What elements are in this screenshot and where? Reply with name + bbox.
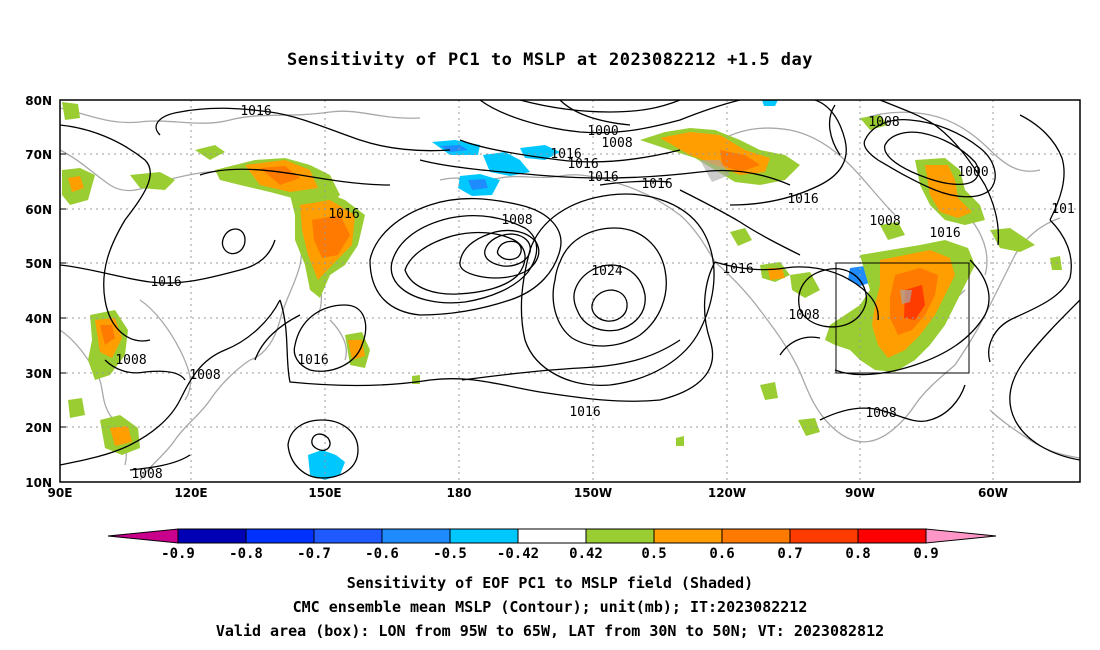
colorbar-segment: [585, 528, 655, 544]
lat-axis: [60, 99, 66, 483]
colorbar-label: 0.5: [641, 546, 666, 562]
colorbar-label: 0.9: [913, 546, 938, 562]
lat-tick-label: 60N: [25, 203, 52, 217]
contour-label: 1008: [868, 115, 899, 130]
caption-line-3: Valid area (box): LON from 95W to 65W, L…: [215, 622, 885, 640]
lat-tick-label: 30N: [25, 367, 52, 381]
colorbar-label: 0.7: [777, 546, 802, 562]
contour-label: 101: [1051, 202, 1074, 217]
contour-label: 1016: [722, 262, 753, 277]
contour-label: 1016: [929, 226, 960, 241]
lat-tick-label: 70N: [25, 148, 52, 162]
lon-tick-label: 150E: [308, 486, 341, 500]
contour-label: 1016: [567, 157, 598, 172]
contour-label: 1016: [240, 104, 271, 119]
colorbar-segment: [653, 528, 723, 544]
contour-label: 1016: [550, 147, 581, 162]
colorbar-right-arrow: [925, 528, 997, 544]
colorbar: [107, 528, 997, 544]
contour-label: 1008: [865, 406, 896, 421]
colorbar-labels: -0.9 -0.8 -0.7 -0.6 -0.5 -0.42 0.42 0.5 0.6 0.7 0.…: [161, 546, 939, 562]
lon-tick-label: 120W: [708, 486, 746, 500]
colorbar-label: -0.6: [365, 546, 399, 562]
contour-label: 1008: [601, 136, 632, 151]
contour-label: 1008: [131, 467, 162, 482]
colorbar-segment: [381, 528, 451, 544]
lon-tick-label: 150W: [574, 486, 612, 500]
lon-tick-label: 90W: [845, 486, 875, 500]
colorbar-segment: [517, 528, 587, 544]
colorbar-label: -0.5: [433, 546, 467, 562]
colorbar-label: 0.8: [845, 546, 870, 562]
contour-label: 1016: [587, 170, 618, 185]
lon-tick-label: 180: [446, 486, 471, 500]
colorbar-label: -0.9: [161, 546, 195, 562]
lat-tick-label: 50N: [25, 257, 52, 271]
contour-label: 1024: [591, 264, 622, 279]
colorbar-segment: [313, 528, 383, 544]
contour-label: 1008: [788, 308, 819, 323]
contour-label: 1000: [957, 165, 988, 180]
lon-tick-label: 60W: [978, 486, 1008, 500]
sensitivity-shading: [62, 100, 1062, 480]
contour-labels: 1016 1000 1008 1016 1016 1016 1016 1008 …: [115, 104, 1074, 482]
lon-tick-label: 120E: [174, 486, 207, 500]
contour-label: 1016: [328, 207, 359, 222]
contour-label: 1016: [150, 275, 181, 290]
mslp-contours: [60, 100, 1080, 479]
lat-tick-label: 80N: [25, 94, 52, 108]
contour-label: 1016: [787, 192, 818, 207]
contour-label: 1000: [587, 124, 618, 139]
lon-tick-labels: 90E 120E 150E 180 150W 120W 90W 60W: [48, 486, 1008, 500]
colorbar-segment: [245, 528, 315, 544]
colorbar-label: -0.8: [229, 546, 263, 562]
contour-label: 1016: [641, 177, 672, 192]
contour-label: 1008: [501, 213, 532, 228]
colorbar-segment: [789, 528, 859, 544]
colorbar-segment: [449, 528, 519, 544]
graticule: [60, 100, 1080, 482]
contour-label: 1008: [115, 353, 146, 368]
lon-tick-label: 90E: [48, 486, 73, 500]
valid-area-box: [835, 262, 970, 374]
colorbar-segment: [857, 528, 927, 544]
colorbar-label: 0.6: [709, 546, 734, 562]
map-title: Sensitivity of PC1 to MSLP at 2023082212…: [286, 50, 813, 70]
map-frame: [59, 99, 1081, 483]
lat-tick-label: 40N: [25, 312, 52, 326]
lat-tick-label: 20N: [25, 421, 52, 435]
colorbar-left-arrow: [107, 528, 179, 544]
lat-tick-labels: 80N 70N 60N 50N 40N 30N 20N 10N: [25, 94, 52, 490]
colorbar-label: -0.7: [297, 546, 331, 562]
contour-label: 1016: [569, 405, 600, 420]
colorbar-segment: [177, 528, 247, 544]
colorbar-label: 0.42: [569, 546, 603, 562]
colorbar-segment: [721, 528, 791, 544]
contour-label: 1008: [869, 214, 900, 229]
contour-label: 1016: [297, 353, 328, 368]
lat-tick-label: 10N: [25, 476, 52, 490]
caption-line-2: CMC ensemble mean MSLP (Contour); unit(m…: [292, 598, 808, 616]
caption-line-1: Sensitivity of EOF PC1 to MSLP field (Sh…: [346, 574, 754, 592]
contour-label: 1008: [189, 368, 220, 383]
colorbar-label: -0.42: [497, 546, 539, 562]
